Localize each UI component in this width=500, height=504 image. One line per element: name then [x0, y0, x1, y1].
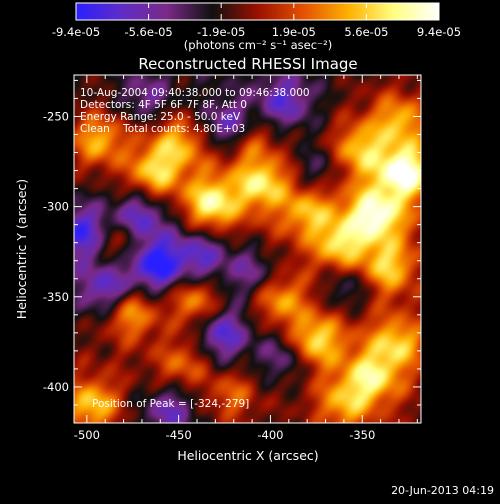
colorbar-tick-labels: -9.4e-05 -5.6e-05 -1.9e-05 1.9e-05 5.6e-05 9.… — [52, 25, 461, 39]
heatmap-image — [74, 75, 421, 423]
x-tick-label: -350 — [349, 428, 375, 442]
colorbar-tick-label: -9.4e-05 — [52, 25, 100, 39]
plot-frame — [73, 74, 422, 424]
plot-area — [74, 75, 421, 423]
colorbar-tick-label: 5.6e-05 — [344, 25, 388, 39]
y-tick-label: -250 — [43, 109, 69, 123]
info-detectors: Detectors: 4F 5F 6F 7F 8F, Att 0 — [80, 99, 247, 111]
y-axis-tick-labels: -400 -350 -300 -250 — [43, 109, 69, 393]
info-energy-range: Energy Range: 25.0 - 50.0 keV — [80, 111, 241, 123]
x-tick-label: -450 — [166, 428, 192, 442]
info-time-range: 10-Aug-2004 09:40:38.000 to 09:46:38.000 — [80, 87, 310, 99]
info-clean-counts: Clean Total counts: 4.80E+03 — [80, 123, 245, 135]
x-axis-title: Heliocentric X (arcsec) — [177, 448, 318, 463]
peak-position-label: Position of Peak = [-324,-279] — [92, 398, 249, 410]
y-tick-label: -400 — [43, 380, 69, 394]
colorbar — [75, 2, 440, 21]
colorbar-tick-label: 1.9e-05 — [272, 25, 316, 39]
timestamp: 20-Jun-2013 04:19 — [391, 484, 494, 497]
y-tick-label: -300 — [43, 200, 69, 214]
chart-title: Reconstructed RHESSI Image — [138, 55, 357, 73]
x-axis-tick-labels: -500 -450 -400 -350 — [74, 428, 376, 442]
colorbar-tick-label: 9.4e-05 — [417, 25, 461, 39]
y-tick-label: -350 — [43, 290, 69, 304]
y-axis-ticks — [74, 79, 421, 424]
colorbar-ticks — [75, 3, 440, 20]
x-axis-ticks — [86, 75, 418, 423]
x-tick-label: -400 — [257, 428, 283, 442]
colorbar-units: (photons cm⁻² s⁻¹ asec⁻²) — [184, 38, 332, 52]
colorbar-tick-label: -5.6e-05 — [124, 25, 172, 39]
colorbar-tick-label: -1.9e-05 — [197, 25, 245, 39]
x-tick-label: -500 — [74, 428, 100, 442]
y-axis-title: Heliocentric Y (arcsec) — [14, 179, 29, 319]
